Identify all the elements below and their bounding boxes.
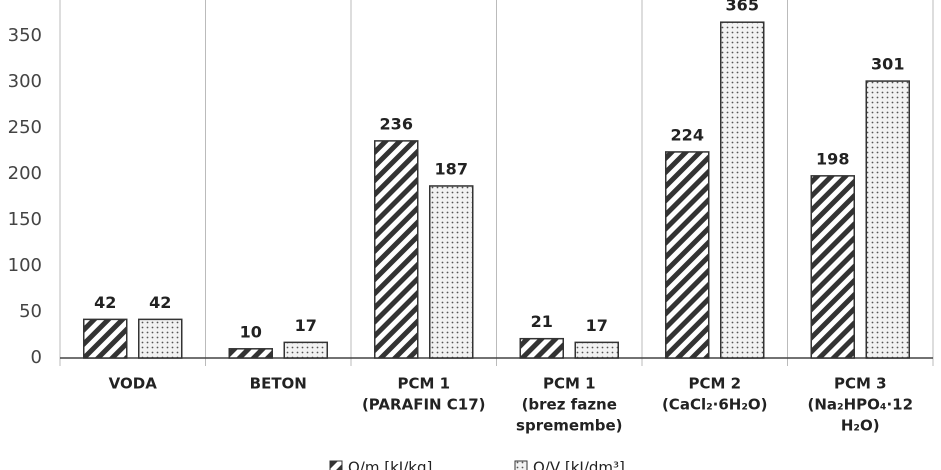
x-tick-label: VODA [109,375,158,393]
value-label: 187 [435,159,468,178]
value-label: 10 [240,322,262,341]
bar [665,151,710,359]
bar [138,318,183,359]
bar [720,21,765,359]
y-tick-label: 150 [8,209,42,230]
value-label: 301 [871,55,904,74]
x-tick-label: (brez fazne [522,396,617,414]
x-tick-label: PCM 1 [397,375,450,393]
x-tick-label: (CaCl₂·6H₂O) [662,396,768,414]
y-tick-label: 0 [31,347,42,368]
value-label: 224 [671,125,704,144]
x-tick-label: (Na₂HPO₄·12 [807,396,913,414]
value-label: 42 [149,293,171,312]
bar [283,341,328,359]
x-tick-label: spremembe) [516,417,622,435]
value-label: 17 [295,316,317,335]
bar [810,175,855,359]
legend-label: Q/m [kJ/kg] [348,459,432,470]
y-tick-label: 250 [8,117,42,138]
value-label: 236 [380,114,413,133]
bar [83,318,128,359]
legend-label: Q/V [kJ/dm³] [533,459,625,470]
x-tick-label: PCM 1 [543,375,596,393]
x-tick-label: PCM 2 [688,375,741,393]
bar [228,348,273,359]
x-tick-label: PCM 3 [834,375,887,393]
bar [519,337,564,359]
value-label: 17 [586,316,608,335]
x-tick-label: H₂O) [841,417,880,435]
x-tick-label: BETON [250,375,307,393]
bar [374,140,419,359]
y-tick-label: 200 [8,163,42,184]
x-tick-label: (PARAFIN C17) [362,396,486,414]
legend-swatch [514,460,528,470]
y-tick-label: 50 [19,301,42,322]
y-tick-label: 300 [8,71,42,92]
bar [429,185,474,359]
y-tick-label: 350 [8,25,42,46]
value-label: 21 [531,312,553,331]
legend-swatch [329,460,343,470]
y-tick-label: 100 [8,255,42,276]
bar [865,80,910,359]
value-label: 198 [816,149,849,168]
value-label: 42 [94,293,116,312]
bar [574,341,619,359]
value-label: 365 [726,0,759,15]
